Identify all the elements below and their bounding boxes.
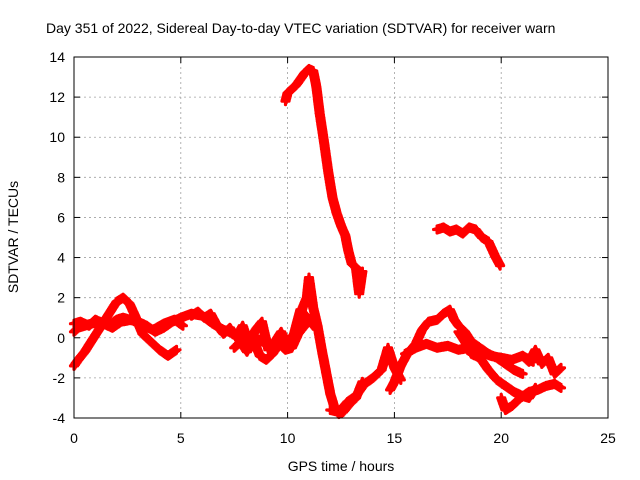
y-tick-label: 10 xyxy=(49,129,65,145)
chart-title: Day 351 of 2022, Sidereal Day-to-day VTE… xyxy=(46,20,555,36)
series-arc-k xyxy=(496,378,567,416)
y-tick-label: 12 xyxy=(49,89,65,105)
y-tick-label: 6 xyxy=(57,209,65,225)
x-tick-label: 0 xyxy=(70,430,78,446)
series-arc-l xyxy=(517,344,567,379)
x-tick-label: 10 xyxy=(280,430,296,446)
series-arc-c xyxy=(68,314,188,335)
tick-layer: 0 5 10 15 20 25 -4 -2 0 2 4 6 8 10 12 14 xyxy=(49,49,616,446)
y-axis-label: SDTVAR / TECUs xyxy=(5,181,21,293)
x-tick-label: 5 xyxy=(177,430,185,446)
y-tick-label: 0 xyxy=(57,330,65,346)
plot-frame xyxy=(73,56,609,419)
grid-layer xyxy=(74,57,608,418)
y-tick-label: 14 xyxy=(49,49,65,65)
series-layer xyxy=(68,63,567,420)
x-axis-label: GPS time / hours xyxy=(288,458,395,474)
x-tick-label: 25 xyxy=(600,430,616,446)
y-tick-label: -2 xyxy=(53,370,66,386)
y-tick-label: 8 xyxy=(57,169,65,185)
series-arc-mid xyxy=(432,222,506,271)
series-arc-j xyxy=(453,326,541,403)
x-tick-label: 15 xyxy=(387,430,403,446)
series-arc-g xyxy=(325,342,406,418)
y-tick-label: 2 xyxy=(57,290,65,306)
y-tick-label: -4 xyxy=(53,410,66,426)
x-tick-label: 20 xyxy=(493,430,509,446)
series-arc-high xyxy=(280,63,368,299)
y-tick-label: 4 xyxy=(57,250,65,266)
